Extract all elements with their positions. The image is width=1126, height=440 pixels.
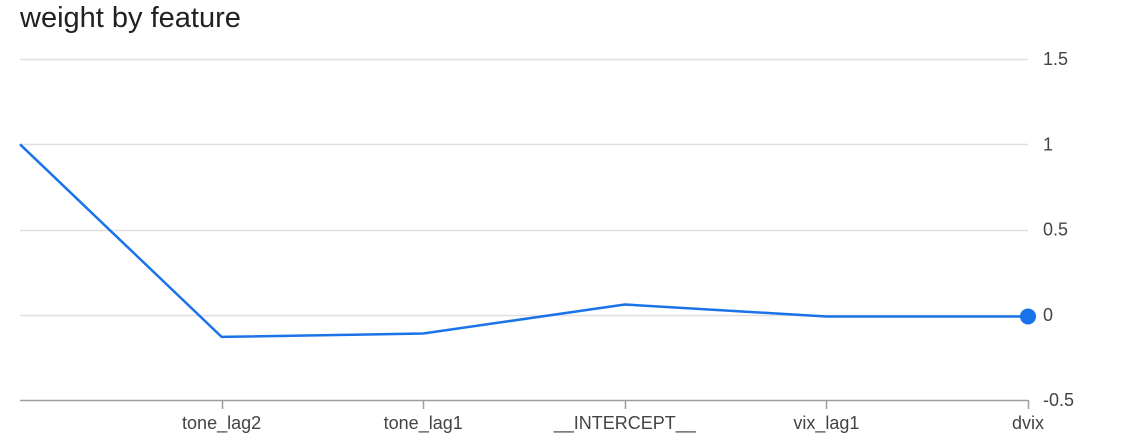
x-tick-label: __INTERCEPT__ [553, 413, 697, 434]
y-tick-labels: 1.5 1 0.5 0 -0.5 [1043, 49, 1074, 410]
series-line [19, 143, 1028, 339]
x-tick-label: tone_lag2 [182, 413, 261, 434]
x-tick-label: tone_lag1 [384, 413, 463, 434]
y-tick-label: 0.5 [1043, 220, 1068, 240]
highlighted-data-point[interactable] [1020, 308, 1036, 325]
y-tick-label: -0.5 [1043, 390, 1074, 410]
grid-lines [20, 58, 1028, 317]
series-layer [19, 143, 1036, 339]
y-tick-label: 0 [1043, 305, 1053, 325]
x-tick-labels: tone_lag2 tone_lag1 __INTERCEPT__ vix_lag1 d… [182, 413, 1044, 434]
x-tick-label: dvix [1012, 413, 1044, 433]
x-axis [20, 399, 1030, 409]
y-tick-label: 1 [1043, 134, 1053, 154]
x-tick-label: vix_lag1 [793, 413, 859, 434]
chart-title: weight by feature [20, 2, 241, 34]
y-tick-label: 1.5 [1043, 49, 1068, 69]
